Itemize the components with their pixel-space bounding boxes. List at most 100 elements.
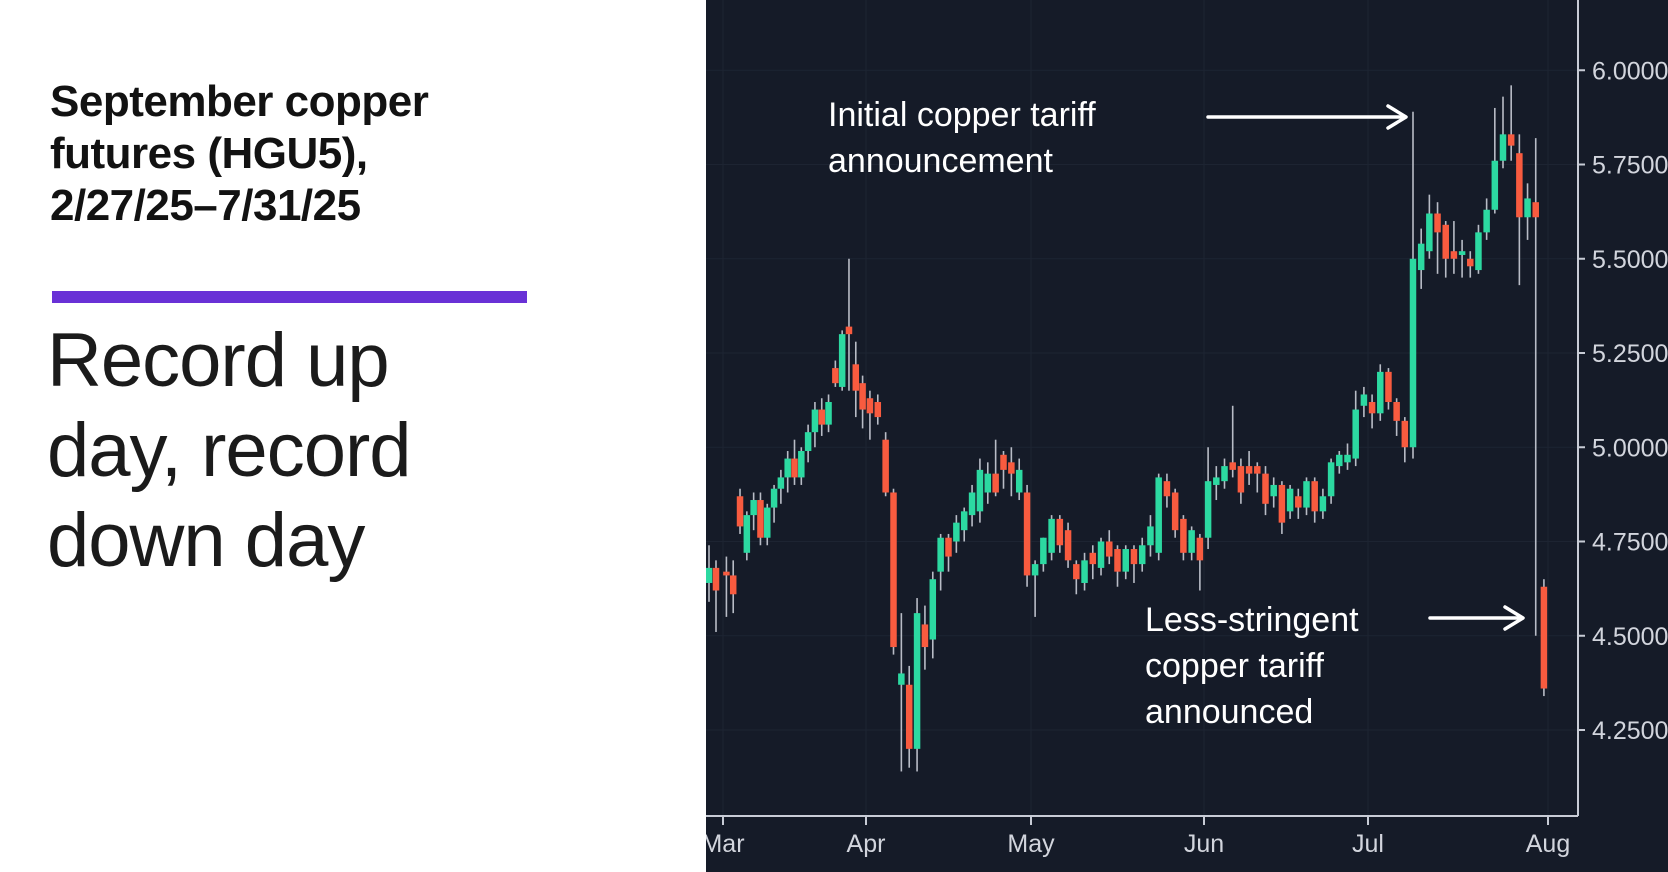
candle-body xyxy=(1295,496,1302,508)
candle-body xyxy=(770,488,778,508)
candle-wick xyxy=(1453,221,1455,274)
candle-body xyxy=(852,364,860,391)
annotation-initial-tariff: Initial copper tariff announcement xyxy=(828,96,1408,180)
candle-body xyxy=(1204,481,1212,538)
candle-body xyxy=(777,477,785,489)
candle-body xyxy=(1097,541,1105,568)
candle-body xyxy=(1344,454,1351,463)
annotation-less-stringent-line-2: copper tariff xyxy=(1145,647,1324,685)
candle-body xyxy=(1040,537,1047,565)
candle-body xyxy=(929,579,937,640)
candle-wick xyxy=(1510,85,1512,161)
candle-body xyxy=(1360,394,1368,406)
candle-body xyxy=(1064,530,1072,561)
candle-body xyxy=(1499,134,1507,161)
candle-body xyxy=(1221,466,1228,482)
candle-body xyxy=(1081,560,1088,583)
candle-body xyxy=(1327,462,1335,497)
page-subtitle-line-1: Record up xyxy=(47,318,390,403)
candle-body xyxy=(984,473,992,493)
candle-body xyxy=(1262,473,1269,504)
candle-body xyxy=(1483,209,1490,233)
candle-body xyxy=(1270,484,1277,497)
candle-body xyxy=(953,522,960,542)
candle-body xyxy=(921,624,929,648)
annotation-initial-tariff-line-1: Initial copper tariff xyxy=(828,96,1096,134)
page-title: September copper futures (HGU5), 2/27/25… xyxy=(50,76,429,232)
candle-body xyxy=(1434,213,1441,233)
candle-wick xyxy=(1256,462,1259,493)
candle-body xyxy=(791,458,798,478)
candle-body xyxy=(1450,251,1458,259)
candle-body xyxy=(1073,564,1080,580)
candle-body xyxy=(1286,488,1294,512)
x-tick-label: Apr xyxy=(847,830,886,858)
candle-body xyxy=(804,432,812,452)
candle-body xyxy=(1237,466,1245,493)
candle-body xyxy=(992,473,999,493)
y-tick-label: 5.7500 xyxy=(1592,152,1668,180)
page-title-line-1: September copper xyxy=(50,77,429,126)
candle-wick xyxy=(1034,560,1036,617)
candle-body xyxy=(1048,518,1055,553)
candle-wick xyxy=(1436,202,1439,274)
candle-body xyxy=(1114,549,1121,572)
candle-body xyxy=(1213,477,1220,485)
candle-body xyxy=(1491,160,1499,210)
candle-body xyxy=(1056,518,1064,546)
right-arrow-icon xyxy=(1206,104,1408,130)
candle-body xyxy=(960,511,968,531)
page-title-line-2: futures (HGU5), xyxy=(50,129,368,178)
candle-body xyxy=(1352,409,1359,459)
candle-body xyxy=(1507,134,1515,146)
candle-body xyxy=(750,500,757,516)
x-tick-label: Aug xyxy=(1526,830,1570,858)
y-tick-label: 4.2500 xyxy=(1592,717,1668,745)
candle-body xyxy=(1254,466,1261,474)
candle-body xyxy=(1540,586,1548,689)
candle-body xyxy=(1442,224,1449,259)
y-tick-label: 4.5000 xyxy=(1592,623,1668,651)
candle-wick xyxy=(869,390,871,440)
candle-wick xyxy=(994,439,997,497)
candle-body xyxy=(913,613,921,749)
candle-wick xyxy=(1502,96,1504,169)
candle-body xyxy=(874,402,882,418)
right-arrow-icon xyxy=(1428,605,1525,631)
candle-body xyxy=(976,469,984,512)
candle-body xyxy=(1106,541,1113,557)
candle-body xyxy=(1147,526,1154,546)
candle-body xyxy=(845,326,853,335)
page-title-line-3: 2/27/25–7/31/25 xyxy=(50,181,361,230)
candle-wick xyxy=(1461,239,1463,278)
candle-body xyxy=(968,492,976,516)
page-subtitle-line-3: down day xyxy=(47,498,365,583)
candle-body xyxy=(1196,537,1204,561)
candle-body xyxy=(1245,466,1253,474)
candle-body xyxy=(1089,552,1097,565)
candle-body xyxy=(1163,481,1171,497)
annotation-initial-tariff-line-2: announcement xyxy=(828,142,1054,180)
candle-body xyxy=(784,458,791,478)
candle-body xyxy=(723,571,730,576)
candle-body xyxy=(1417,243,1425,271)
candle-body xyxy=(1336,454,1343,467)
candle-body xyxy=(1426,213,1433,252)
candle-body xyxy=(1031,564,1039,576)
x-tick-label: Mar xyxy=(706,830,745,858)
candle-body xyxy=(1188,530,1195,553)
candle-wick xyxy=(725,556,728,617)
candle-wick xyxy=(1199,533,1201,591)
page-subtitle: Record up day, record down day xyxy=(47,316,412,586)
candle-body xyxy=(811,409,819,433)
candle-body xyxy=(1000,454,1007,470)
candle-wick xyxy=(1231,405,1234,478)
candle-body xyxy=(1155,477,1162,553)
y-tick-label: 5.2500 xyxy=(1592,340,1668,368)
candle-body xyxy=(712,567,720,591)
y-tick-label: 5.5000 xyxy=(1592,246,1668,274)
candle-body xyxy=(945,537,952,557)
candle-body xyxy=(905,684,913,749)
candle-body xyxy=(1377,371,1384,414)
